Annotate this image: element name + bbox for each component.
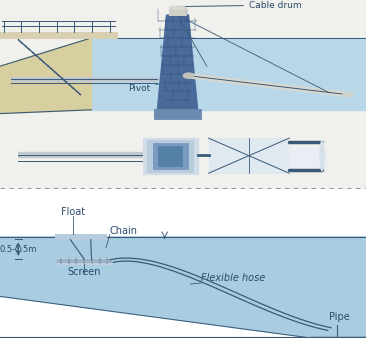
Bar (92, 38, 366, 110)
Ellipse shape (342, 93, 353, 96)
Bar (147, 141, 193, 172)
Bar (209, 138, 289, 173)
Ellipse shape (320, 140, 324, 171)
Text: Pivot: Pivot (128, 76, 193, 93)
Text: 0.5-1.5m: 0.5-1.5m (0, 245, 37, 254)
Bar (57, 258, 112, 264)
Bar (289, 147, 326, 171)
Text: Flexible hose: Flexible hose (201, 273, 266, 284)
Bar (0, 32, 117, 38)
Text: Pipe: Pipe (329, 312, 350, 322)
Bar (55, 234, 106, 239)
Bar (143, 138, 198, 174)
Polygon shape (0, 237, 366, 338)
Text: Chain: Chain (110, 226, 138, 236)
Bar (169, 7, 186, 15)
Ellipse shape (169, 6, 186, 9)
Text: Float: Float (61, 207, 85, 217)
Bar (158, 146, 182, 166)
Bar (154, 109, 201, 119)
Polygon shape (0, 38, 92, 114)
Polygon shape (157, 15, 198, 110)
Bar (153, 143, 188, 169)
Text: Cable drum: Cable drum (180, 1, 302, 9)
Circle shape (183, 73, 194, 78)
Text: Screen: Screen (67, 267, 101, 277)
